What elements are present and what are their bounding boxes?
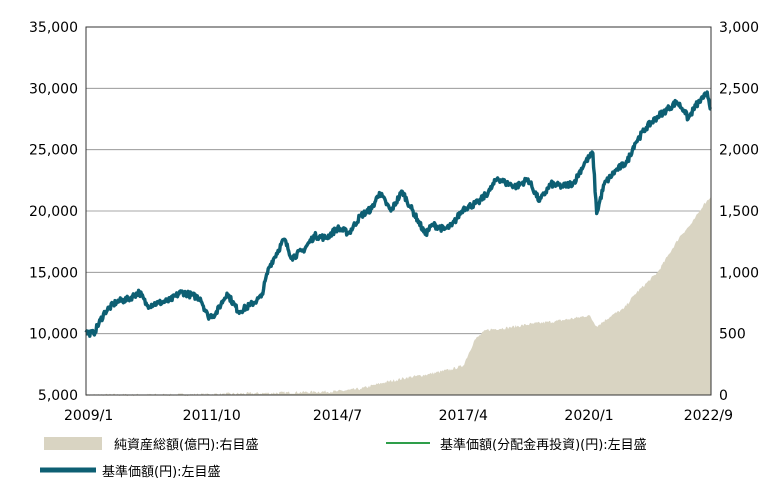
x-tick-label: 2011/10 xyxy=(183,408,241,424)
plot-frame xyxy=(85,26,712,396)
x-tick-label: 2017/4 xyxy=(439,408,488,424)
legend-item-nav-total: 純資産総額(億円):右目盛 xyxy=(44,437,259,453)
x-tick-label: 2020/1 xyxy=(564,408,613,424)
x-tick-label: 2014/7 xyxy=(313,408,362,424)
grid-lines xyxy=(86,87,711,335)
legend-label-nav-reinvested: 基準価額(分配金再投資)(円):左目盛 xyxy=(440,437,647,453)
x-axis-ticks: 2009/1 2011/10 2014/7 2017/4 2020/1 2022/9 xyxy=(64,408,733,424)
y-left-tick-label: 30,000 xyxy=(29,81,78,97)
legend: 純資産総額(億円):右目盛 基準価額(分配金再投資)(円):左目盛 基準価額(円… xyxy=(40,437,647,480)
y-right-tick-label: 1,500 xyxy=(719,204,759,220)
series-nav-total-area xyxy=(86,196,711,397)
y-right-tick-label: 2,500 xyxy=(719,81,759,97)
y-left-tick-label: 20,000 xyxy=(29,204,78,220)
right-axis-ticks: 0 500 1,000 1,500 2,000 2,500 3,000 xyxy=(719,20,759,404)
legend-item-nav-reinvested: 基準価額(分配金再投資)(円):左目盛 xyxy=(386,437,647,453)
y-right-tick-label: 3,000 xyxy=(719,20,759,36)
y-left-tick-label: 25,000 xyxy=(29,143,78,159)
legend-swatch-area xyxy=(44,437,102,450)
y-left-tick-label: 15,000 xyxy=(29,265,78,281)
x-tick-label: 2009/1 xyxy=(64,408,113,424)
y-right-tick-label: 0 xyxy=(719,388,728,404)
legend-label-nav-total: 純資産総額(億円):右目盛 xyxy=(114,437,259,453)
y-right-tick-label: 500 xyxy=(719,327,746,343)
left-axis-ticks: 5,000 10,000 15,000 20,000 25,000 30,000 35,00… xyxy=(29,20,78,404)
y-left-tick-label: 5,000 xyxy=(38,388,78,404)
area-series-layer xyxy=(86,196,711,397)
y-right-tick-label: 1,000 xyxy=(719,265,759,281)
line-series-layer xyxy=(84,90,712,338)
x-tick-label: 2022/9 xyxy=(684,408,733,424)
y-left-tick-label: 35,000 xyxy=(29,20,78,36)
legend-label-nav: 基準価額(円):左目盛 xyxy=(102,464,221,480)
y-right-tick-label: 2,000 xyxy=(719,143,759,159)
legend-item-nav: 基準価額(円):左目盛 xyxy=(40,464,221,480)
series-nav-line xyxy=(84,90,712,338)
y-left-tick-label: 10,000 xyxy=(29,327,78,343)
